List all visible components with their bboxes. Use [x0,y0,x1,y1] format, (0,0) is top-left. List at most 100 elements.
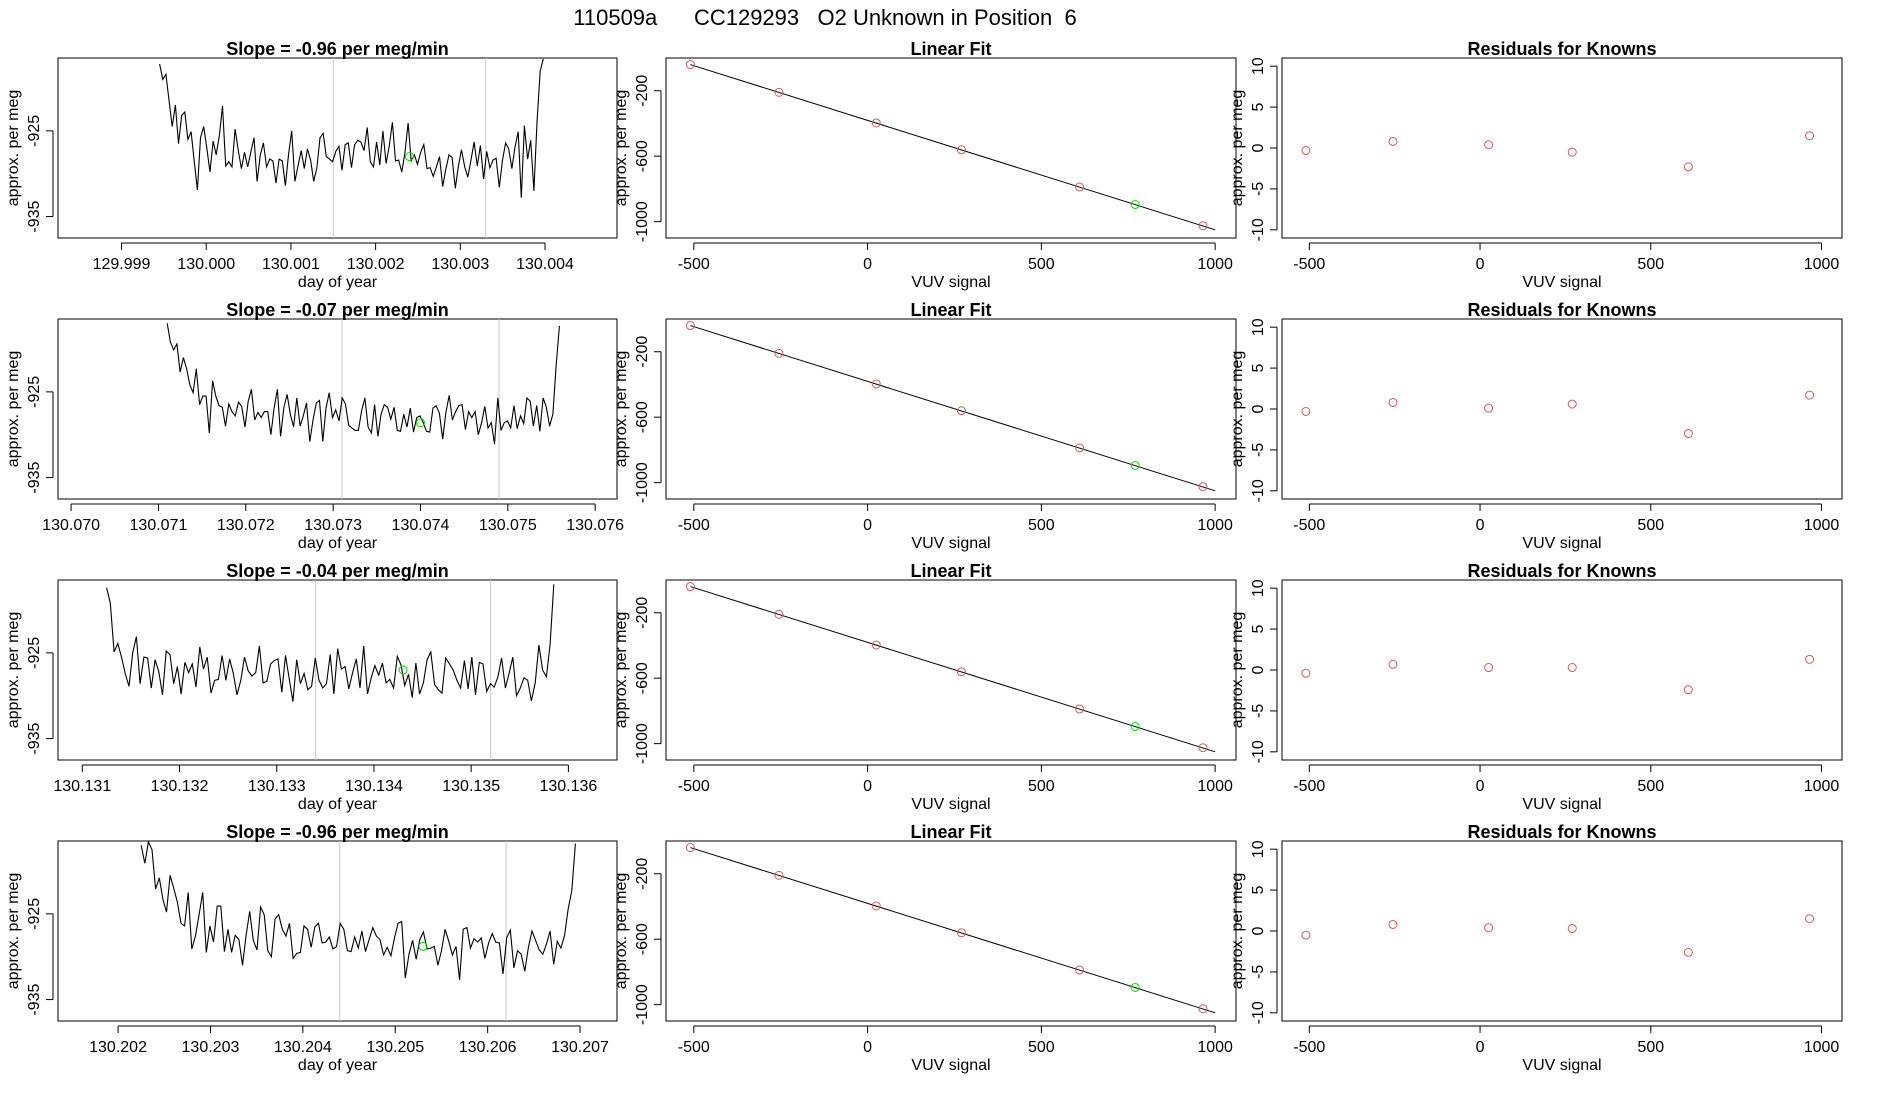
panel-timeseries-row-1: Slope = -0.96 per meg/min 129.999 130.000 1… [5,39,618,291]
known-point-marker [871,118,881,128]
plot-area [166,319,560,499]
x-tick-label: 500 [1637,517,1664,534]
x-tick-label: 1000 [1197,517,1233,534]
known-point-marker [956,145,966,155]
x-tick-label: 500 [1028,256,1055,273]
plot-area [685,321,1216,492]
x-tick-label: -500 [1293,256,1325,273]
known-point-marker [1484,403,1494,413]
y-tick-label: -935 [26,722,43,754]
x-tick-label: 130.075 [479,517,537,534]
x-axis-label: VUV signal [1522,274,1601,291]
plot-area [685,843,1216,1014]
y-tick-label: 0 [1250,404,1267,413]
x-tick-label: 1000 [1197,778,1233,795]
known-point-marker [774,87,784,97]
panel-title: Slope = -0.07 per meg/min [226,300,449,320]
known-point-marker [1567,399,1577,409]
y-tick-label: -935 [26,200,43,232]
plot-area [1301,914,1815,957]
panel-residuals-row-4: Residuals for Knowns -500 0 500 1000 VUV sign… [1229,822,1843,1074]
y-tick-label: 0 [1250,665,1267,674]
x-tick-label: 1000 [1197,1039,1233,1056]
y-tick-label: -10 [1250,1001,1267,1024]
y-tick-label: -925 [26,376,43,408]
y-tick-label: -600 [634,401,651,433]
x-tick-label: 130.135 [442,778,500,795]
y-tick-label: 5 [1250,364,1267,373]
known-point-marker [1805,914,1815,924]
x-axis-label: day of year [298,535,378,552]
x-tick-label: 130.003 [431,256,489,273]
x-tick-label: 130.136 [539,778,597,795]
x-tick-label: 130.204 [274,1039,332,1056]
panel-title: Linear Fit [910,39,991,59]
x-tick-label: 130.073 [304,517,362,534]
fit-line [690,325,1216,492]
y-tick-label: -5 [1250,704,1267,718]
panel-title: Residuals for Knowns [1467,822,1656,842]
x-tick-label: 130.004 [516,256,574,273]
x-tick-label: 130.134 [345,778,403,795]
panel-residuals-row-2: Residuals for Knowns -500 0 500 1000 VUV sign… [1229,300,1843,552]
known-point-marker [1805,131,1815,141]
panel-timeseries-row-3: Slope = -0.04 per meg/min 130.131 130.132 1… [5,561,618,813]
panel-grid: Slope = -0.96 per meg/min 129.999 130.000 1… [5,39,1843,1074]
x-tick-label: 130.071 [130,517,188,534]
known-point-marker [1567,663,1577,673]
x-tick-label: 130.207 [551,1039,609,1056]
panel-timeseries-row-2: Slope = -0.07 per meg/min 130.070 130.071 1… [5,300,624,552]
known-point-marker [1388,397,1398,407]
x-tick-label: 129.999 [93,256,151,273]
fit-line [690,586,1216,753]
y-axis-label: approx. per meg [1229,351,1246,468]
unknown-point-marker [1130,460,1140,470]
y-tick-label: -600 [634,140,651,172]
x-tick-label: 500 [1637,778,1664,795]
x-tick-label: 130.072 [217,517,275,534]
y-axis-label: approx. per meg [1229,873,1246,990]
x-tick-label: -500 [1293,1039,1325,1056]
fit-line [690,847,1216,1014]
x-axis-label: VUV signal [911,1057,990,1074]
x-axis-label: VUV signal [1522,1057,1601,1074]
known-point-marker [1075,704,1085,714]
y-tick-label: 10 [1250,318,1267,336]
y-tick-label: -925 [26,637,43,669]
plot-area [140,841,576,1021]
known-point-marker [1567,147,1577,157]
y-tick-label: -10 [1250,479,1267,502]
plot-frame [1281,318,1843,500]
x-tick-label: 130.131 [53,778,111,795]
known-point-marker [871,379,881,389]
unknown-point-marker [1130,199,1140,209]
known-point-marker [1388,659,1398,669]
plot-frame [57,57,618,239]
y-axis-label: approx. per meg [5,90,22,207]
x-tick-label: 130.002 [347,256,405,273]
y-tick-label: -1000 [634,723,651,764]
known-point-marker [1388,136,1398,146]
panel-timeseries-row-4: Slope = -0.96 per meg/min 130.202 130.203 1… [5,822,618,1074]
y-tick-label: -200 [634,597,651,629]
known-point-marker [1198,482,1208,492]
plot-frame [665,579,1237,761]
y-tick-label: -5 [1250,965,1267,979]
y-axis-label: approx. per meg [5,612,22,729]
known-point-marker [685,321,695,331]
known-point-marker [956,928,966,938]
figure-title: 110509a CC129293 O2 Unknown in Position … [573,5,1076,30]
plot-area [1301,131,1815,172]
y-axis-label: approx. per meg [5,351,22,468]
known-point-marker [1484,140,1494,150]
plot-area [685,582,1216,753]
plot-area [1301,390,1815,439]
x-tick-label: -500 [1293,778,1325,795]
x-axis-label: VUV signal [1522,796,1601,813]
y-tick-label: 5 [1250,886,1267,895]
known-point-marker [1683,429,1693,439]
x-tick-label: 500 [1028,778,1055,795]
x-axis-label: day of year [298,274,378,291]
y-axis-label: approx. per meg [1229,90,1246,207]
known-point-marker [774,609,784,619]
